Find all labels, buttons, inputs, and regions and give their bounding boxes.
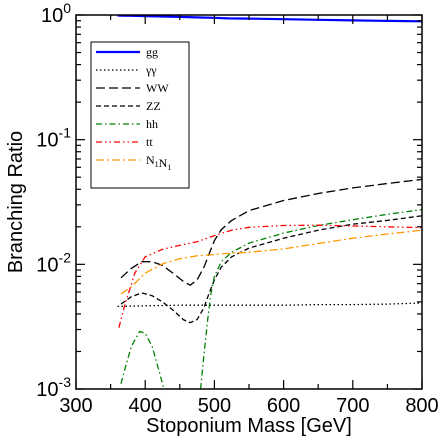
data-curves: [117, 15, 422, 389]
x-axis-title: Stoponium Mass [GeV]: [146, 415, 352, 437]
legend-label-4: hh: [146, 117, 158, 131]
x-tick-label-5: 800: [405, 395, 438, 417]
x-tick-label-3: 600: [267, 395, 300, 417]
legend-label-5: tt: [146, 135, 153, 149]
legend-label-2: WW: [146, 81, 169, 95]
x-tick-label-4: 700: [336, 395, 369, 417]
y-tick-label-3: 100: [41, 0, 71, 27]
legend-box: [90, 41, 190, 189]
legend-label-1: γγ: [145, 63, 157, 77]
y-tick-label-2: 10-1: [36, 125, 71, 152]
legend-label-0: gg: [146, 45, 158, 59]
series-line-1: [117, 302, 422, 308]
series-line-2: [120, 178, 422, 286]
series-line-0: [117, 15, 422, 23]
x-tick-label-1: 400: [129, 395, 162, 417]
axis-tick-labels: 300 400 500 600 700 800 10-3 10-2 10-1 100: [36, 0, 438, 417]
x-tick-label-2: 500: [198, 395, 231, 417]
series-line-6: [120, 229, 422, 295]
series-line-5: [118, 224, 422, 328]
series-line-4-b: [199, 208, 422, 389]
y-tick-label-1: 10-2: [36, 249, 71, 276]
x-tick-label-0: 300: [59, 395, 92, 417]
y-axis-title: Branching Ratio: [5, 131, 27, 273]
series-line-3: [120, 215, 422, 324]
y-tick-label-0: 10-3: [36, 374, 71, 401]
legend-label-6: N1N1: [146, 153, 171, 172]
legend-label-3: ZZ: [146, 99, 161, 113]
axis-ticks: [75, 14, 423, 390]
series-line-4: [120, 330, 165, 389]
legend: gg γγ WW ZZ hh tt N1N1: [90, 41, 190, 189]
